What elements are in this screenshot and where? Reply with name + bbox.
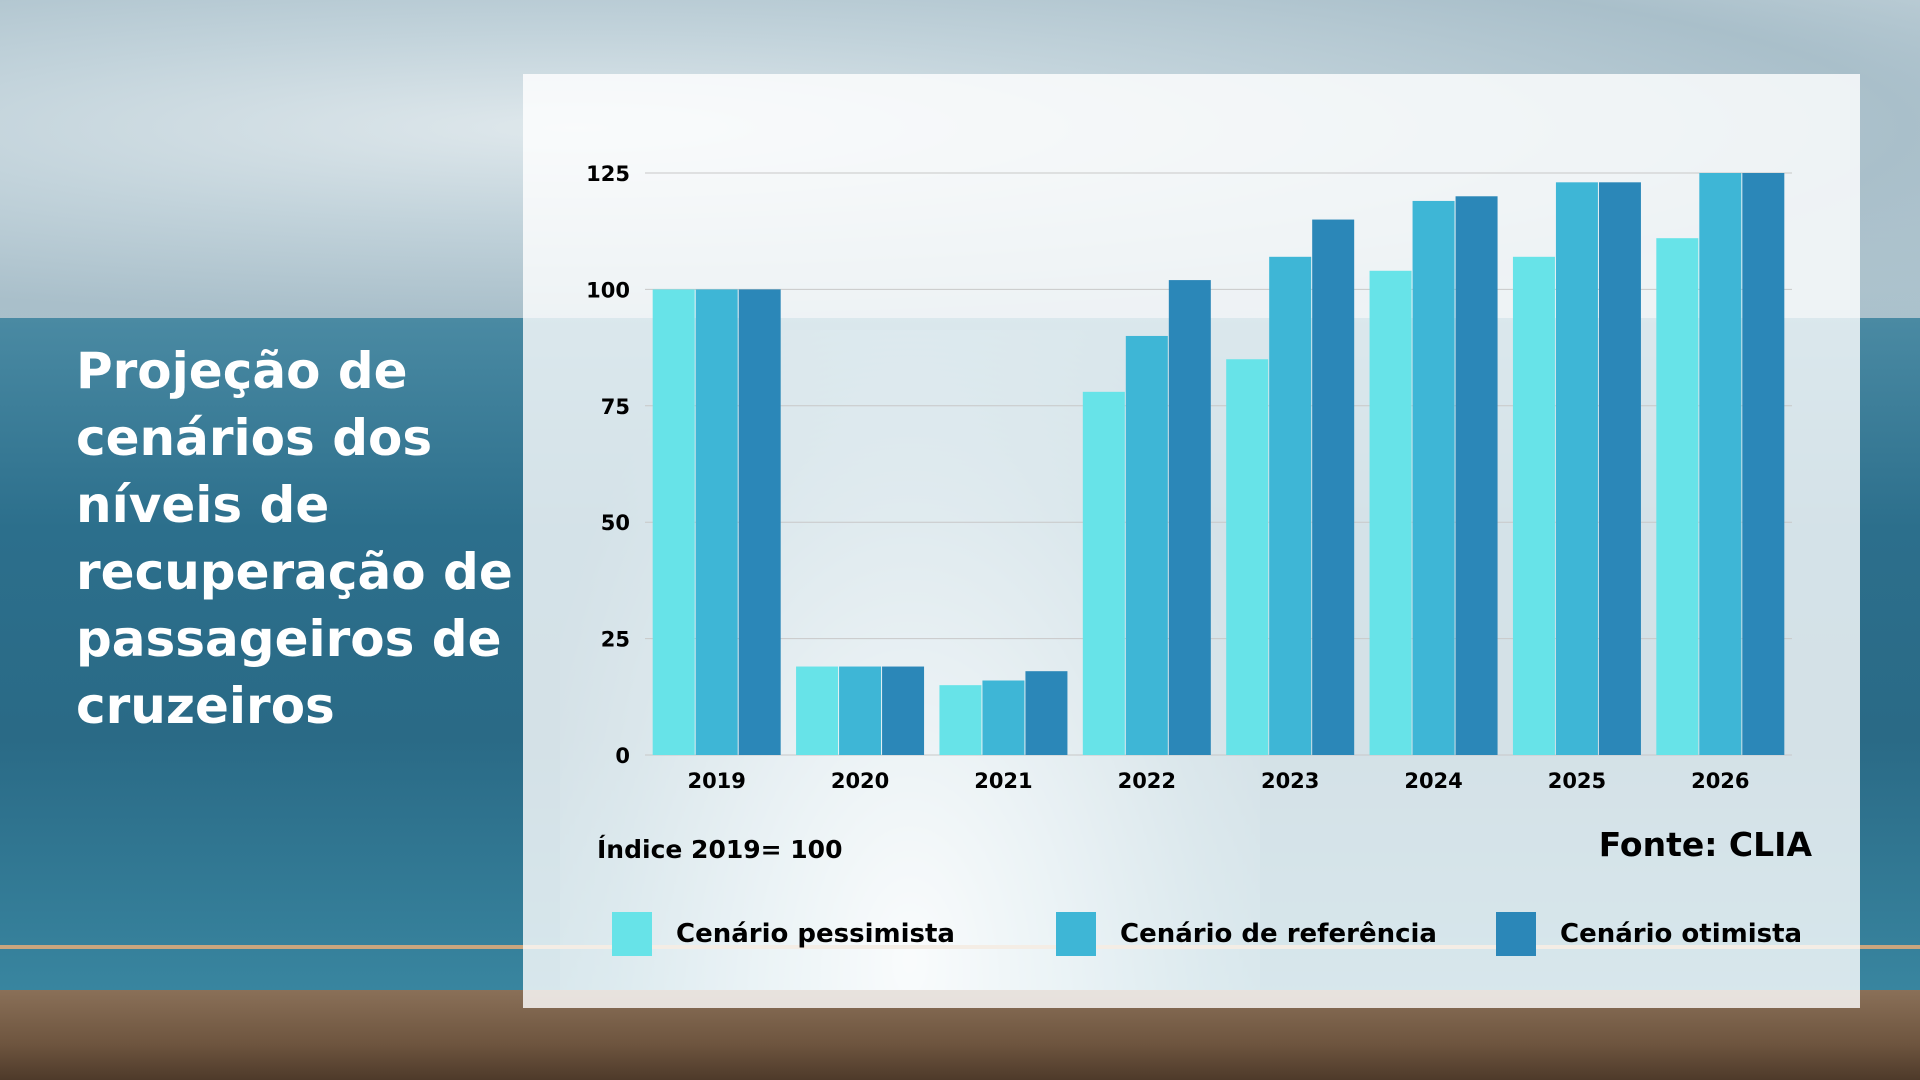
bar-2024-series-2 <box>1455 196 1498 755</box>
x-tick-label: 2020 <box>831 769 889 793</box>
bar-2019-series-2 <box>738 289 781 755</box>
y-tick-label: 125 <box>586 162 630 186</box>
legend-item-referencia: Cenário de referência <box>1056 910 1437 958</box>
bar-2022-series-2 <box>1168 280 1211 755</box>
bar-2019-series-0 <box>652 289 695 755</box>
bar-2023-series-0 <box>1226 359 1269 755</box>
y-tick-label: 25 <box>601 628 630 652</box>
y-tick-label: 100 <box>586 278 630 302</box>
chart-legend: Cenário pessimista Cenário de referência… <box>612 910 1832 958</box>
bar-2022-series-1 <box>1125 335 1168 755</box>
bar-2024-series-1 <box>1412 200 1455 755</box>
x-tick-label: 2026 <box>1691 769 1749 793</box>
bar-2025-series-1 <box>1555 182 1598 755</box>
legend-item-pessimista: Cenário pessimista <box>612 910 955 958</box>
x-tick-label: 2024 <box>1404 769 1462 793</box>
slide-title: Projeção de cenários dos níveis de recup… <box>76 342 513 735</box>
bar-2024-series-0 <box>1369 270 1412 755</box>
source-label: Fonte: CLIA <box>1598 825 1812 864</box>
index-note: Índice 2019= 100 <box>597 835 843 864</box>
legend-swatch-referencia <box>1056 912 1096 956</box>
bar-2020-series-1 <box>839 666 882 755</box>
bar-2022-series-0 <box>1082 391 1125 755</box>
bar-2023-series-1 <box>1269 256 1312 755</box>
bar-2025-series-2 <box>1598 182 1641 755</box>
legend-swatch-pessimista <box>612 912 652 956</box>
legend-label-referencia: Cenário de referência <box>1120 919 1437 949</box>
bar-2020-series-2 <box>882 666 925 755</box>
x-tick-label: 2025 <box>1548 769 1606 793</box>
bar-2026-series-1 <box>1699 173 1742 755</box>
bar-2020-series-0 <box>796 666 839 755</box>
x-tick-label: 2021 <box>974 769 1032 793</box>
legend-label-pessimista: Cenário pessimista <box>676 919 955 949</box>
bar-2026-series-2 <box>1742 173 1785 755</box>
bar-2025-series-0 <box>1512 256 1555 755</box>
y-tick-label: 50 <box>601 511 630 535</box>
legend-label-otimista: Cenário otimista <box>1560 919 1803 949</box>
bar-2021-series-0 <box>939 685 982 755</box>
y-tick-label: 0 <box>615 744 630 768</box>
legend-swatch-otimista <box>1496 912 1536 956</box>
bar-2021-series-2 <box>1025 671 1068 755</box>
y-tick-label: 75 <box>601 395 630 419</box>
bar-2021-series-1 <box>982 680 1025 755</box>
bar-2019-series-1 <box>695 289 738 755</box>
x-tick-label: 2022 <box>1118 769 1176 793</box>
x-tick-label: 2023 <box>1261 769 1319 793</box>
bar-2026-series-0 <box>1656 238 1699 755</box>
x-tick-label: 2019 <box>687 769 745 793</box>
bar-2023-series-2 <box>1312 219 1355 755</box>
legend-item-otimista: Cenário otimista <box>1496 910 1802 958</box>
